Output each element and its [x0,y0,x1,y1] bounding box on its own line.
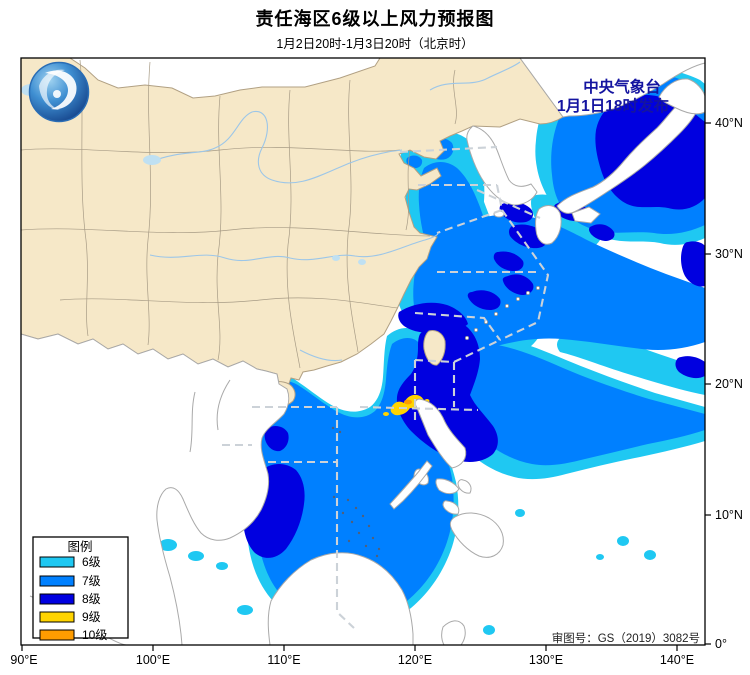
legend-label-8: 8级 [82,592,101,606]
legend-swatch-6 [39,556,75,568]
map-frame [20,57,706,646]
cma-logo-icon [28,61,90,123]
legend-swatch-7 [39,575,75,587]
country-border-line [216,379,231,431]
foreign-landmasses [20,57,706,646]
longitude-axis: 90°E 100°E 110°E 120°E 130°E 140°E [10,645,694,667]
lon-tick-label: 100°E [136,653,170,667]
legend: 图例 6级 7级 8级 9级 10级 [32,536,129,642]
province-borders [20,59,457,369]
lon-tick-label: 130°E [529,653,563,667]
wind-area-level10 [404,399,412,405]
lat-tick-label: 40°N [715,116,743,130]
issuer-name: 中央气象台 [583,77,661,96]
legend-swatch-8 [39,593,75,605]
legend-label-7: 7级 [82,574,101,588]
lat-tick-label: 20°N [715,377,743,391]
lon-tick-label: 110°E [267,653,300,667]
rivers [149,61,521,362]
lon-tick-label: 90°E [10,653,37,667]
legend-swatch-10 [39,629,75,641]
lon-tick-label: 140°E [660,653,694,667]
legend-label-10: 10级 [82,628,107,642]
lat-tick-label: 30°N [715,247,743,261]
page-title: 责任海区6级以上风力预报图 [255,9,495,29]
legend-swatch-9 [39,611,75,623]
legend-label-6: 6级 [82,555,101,569]
lon-tick-label: 120°E [398,653,432,667]
lat-tick-label: 0° [715,637,727,651]
island-specks [331,426,381,558]
map-review-number: 审图号：GS（2019）3082号 [552,631,700,645]
issue-time: 1月1日18时发布 [557,96,669,115]
lat-tick-label: 10°N [715,508,743,522]
latitude-axis: 40°N 30°N 20°N 10°N 0° [705,116,743,651]
legend-title: 图例 [67,540,92,554]
issuer-annotation: 中央气象台 1月1日18时发布 [557,77,669,115]
page-subtitle: 1月2日20时-1月3日20时（北京时） [276,37,474,51]
mongolia-landmass [68,57,381,99]
country-border-line [189,391,196,453]
legend-label-9: 9级 [82,610,101,624]
sea-zone-boundaries [222,145,550,629]
